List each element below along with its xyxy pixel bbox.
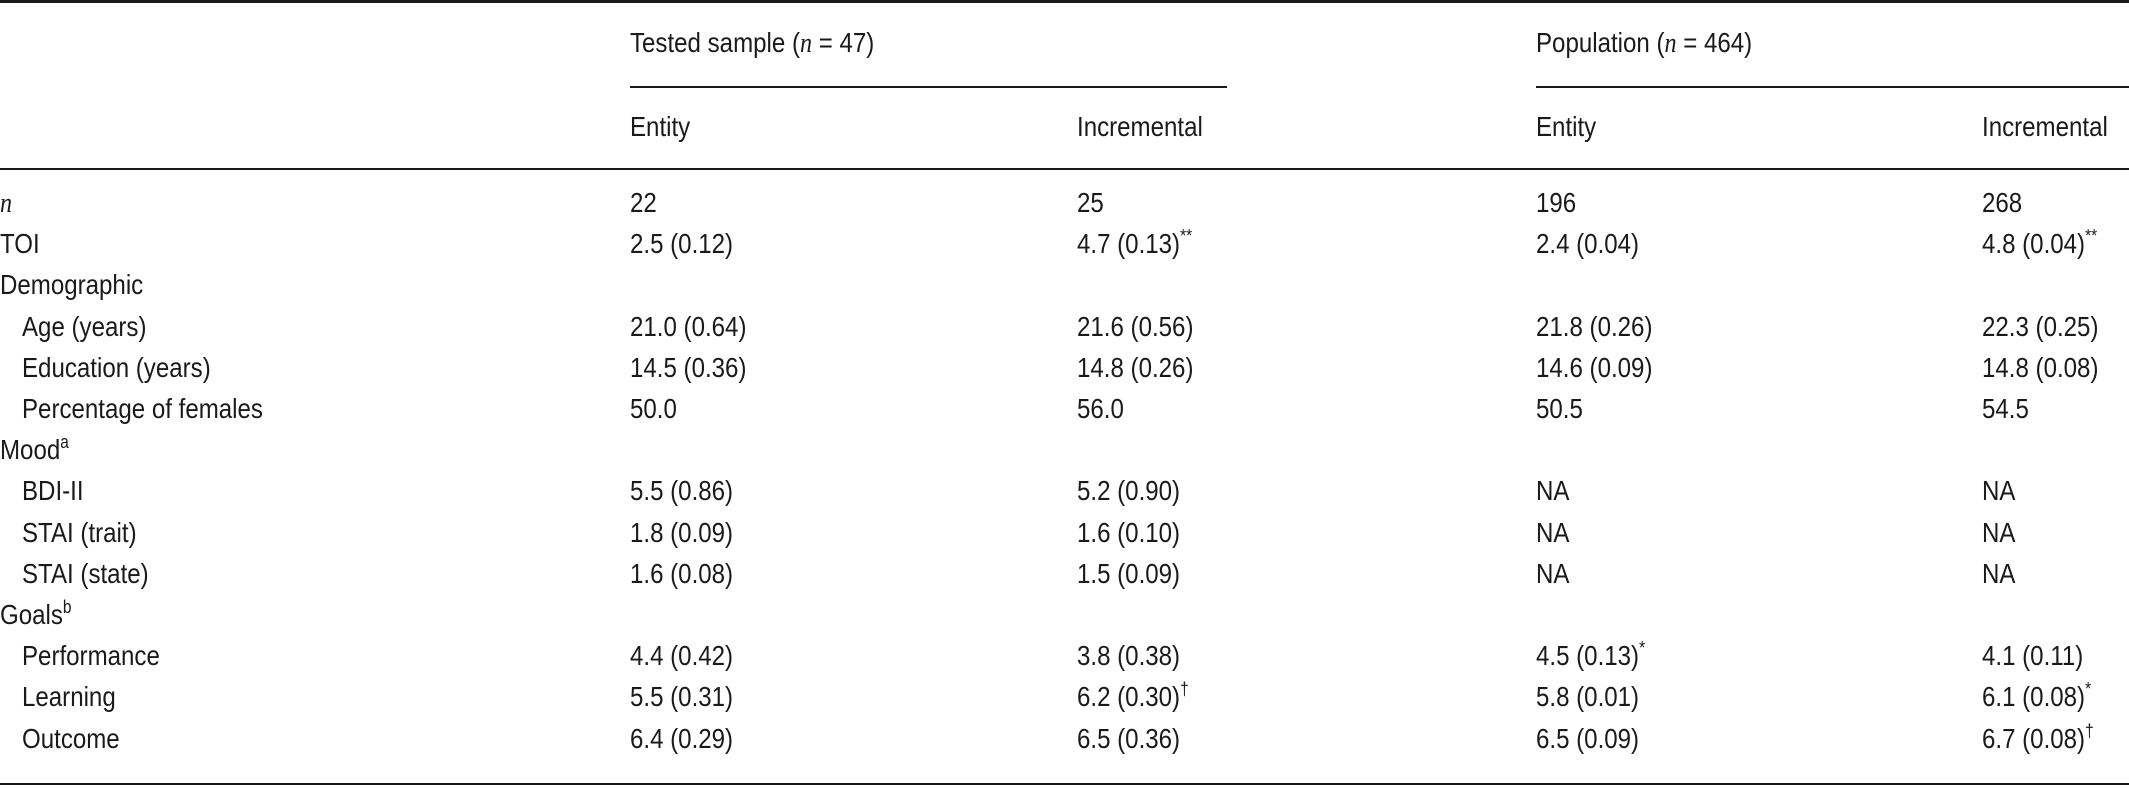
row-label: Education (years)	[22, 352, 211, 383]
group-rule-tested-sample	[630, 86, 1227, 88]
table-cell: 4.4 (0.42)	[630, 640, 734, 671]
row-label: Performance	[22, 640, 160, 671]
row-label: STAI (trait)	[22, 517, 137, 548]
column-header-entity-population: Entity	[1536, 111, 1597, 142]
table-cell: 6.2 (0.30)†	[1077, 679, 1189, 712]
table-cell: 3.8 (0.38)	[1077, 640, 1181, 671]
table-cell: NA	[1982, 517, 2016, 548]
row-label: Goalsb	[0, 597, 72, 630]
table-cell: NA	[1982, 558, 2016, 589]
table-cell: NA	[1536, 558, 1570, 589]
bottom-rule	[0, 783, 2129, 785]
table-cell: 2.5 (0.12)	[630, 228, 734, 259]
table-cell: 50.0	[630, 393, 677, 424]
table-cell: 1.6 (0.10)	[1077, 517, 1181, 548]
table-cell: 6.5 (0.36)	[1077, 723, 1181, 754]
top-rule	[0, 0, 2129, 3]
table-cell: 25	[1077, 187, 1104, 218]
table-cell: NA	[1536, 475, 1570, 506]
table-cell: 2.4 (0.04)	[1536, 228, 1640, 259]
table-cell: 14.8 (0.08)	[1982, 352, 2099, 383]
row-label: Percentage of females	[22, 393, 263, 424]
row-label: Outcome	[22, 723, 120, 754]
row-label: n	[0, 188, 13, 219]
table-cell: 5.2 (0.90)	[1077, 475, 1181, 506]
table-cell: 1.6 (0.08)	[630, 558, 734, 589]
table-cell: 14.6 (0.09)	[1536, 352, 1653, 383]
row-label: Age (years)	[22, 311, 147, 342]
group-header-tested-sample: Tested sample (n = 47)	[630, 27, 875, 59]
row-label: TOI	[0, 228, 40, 259]
row-label: BDI-II	[22, 475, 84, 506]
table-cell: 14.8 (0.26)	[1077, 352, 1194, 383]
row-label: Demographic	[0, 269, 144, 300]
row-label: Mooda	[0, 432, 69, 465]
table-cell: 4.8 (0.04)**	[1982, 226, 2098, 259]
column-header-incremental-sample: Incremental	[1077, 111, 1203, 142]
table-cell: NA	[1982, 475, 2016, 506]
table-cell: 22.3 (0.25)	[1982, 311, 2099, 342]
column-header-incremental-population: Incremental	[1982, 111, 2108, 142]
table-cell: 5.5 (0.31)	[630, 681, 734, 712]
header-rule	[0, 168, 2129, 170]
table-cell: 21.6 (0.56)	[1077, 311, 1194, 342]
table-cell: 268	[1982, 187, 2023, 218]
table-cell: 6.4 (0.29)	[630, 723, 734, 754]
table-cell: 56.0	[1077, 393, 1124, 424]
table-cell: 4.1 (0.11)	[1982, 640, 2084, 671]
table-cell: 5.8 (0.01)	[1536, 681, 1640, 712]
table-cell: 5.5 (0.86)	[630, 475, 734, 506]
table-cell: 6.5 (0.09)	[1536, 723, 1640, 754]
table-cell: NA	[1536, 517, 1570, 548]
row-label: STAI (state)	[22, 558, 149, 589]
table-cell: 6.7 (0.08)†	[1982, 721, 2094, 754]
group-header-population: Population (n = 464)	[1536, 27, 1753, 59]
table-cell: 6.1 (0.08)*	[1982, 679, 2092, 712]
table-cell: 1.8 (0.09)	[630, 517, 734, 548]
row-label: Learning	[22, 681, 116, 712]
column-header-entity-sample: Entity	[630, 111, 691, 142]
table-cell: 54.5	[1982, 393, 2029, 424]
table-cell: 4.5 (0.13)*	[1536, 638, 1646, 671]
table-cell: 21.8 (0.26)	[1536, 311, 1653, 342]
table-cell: 1.5 (0.09)	[1077, 558, 1181, 589]
table-cell: 196	[1536, 187, 1577, 218]
table-cell: 4.7 (0.13)**	[1077, 226, 1193, 259]
table-cell: 50.5	[1536, 393, 1583, 424]
table-cell: 21.0 (0.64)	[630, 311, 747, 342]
table-cell: 22	[630, 187, 657, 218]
group-rule-population	[1536, 86, 2129, 88]
table-cell: 14.5 (0.36)	[630, 352, 747, 383]
